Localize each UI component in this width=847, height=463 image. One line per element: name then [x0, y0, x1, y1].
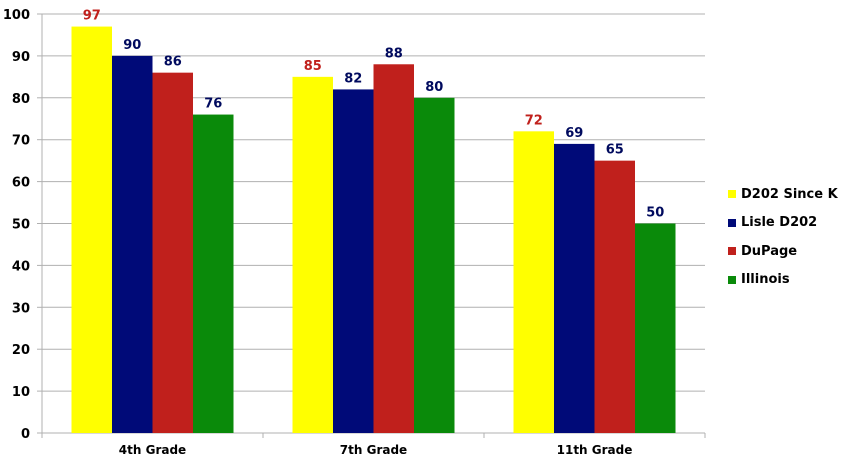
data-label: 50	[646, 206, 664, 221]
y-tick-label: 60	[12, 176, 30, 191]
legend-label: D202 Since K	[741, 186, 838, 202]
legend-label: Illinois	[741, 272, 790, 288]
data-label: 69	[565, 126, 583, 141]
data-label: 72	[525, 113, 543, 128]
bar-dupage	[373, 64, 414, 433]
bar-dupage	[594, 160, 635, 433]
bar-lisle-d202	[112, 55, 153, 434]
bar-lisle-d202	[333, 89, 374, 434]
data-label: 65	[606, 143, 624, 158]
bar-illinois	[635, 223, 676, 433]
bar-illinois	[414, 97, 455, 434]
data-label: 86	[164, 55, 182, 70]
bar-dupage	[152, 72, 193, 433]
y-tick-label: 20	[12, 343, 30, 358]
legend-swatch	[728, 218, 736, 227]
x-tick-label: 4th Grade	[119, 443, 186, 457]
bar-d202-since-k	[513, 131, 554, 433]
y-tick-label: 40	[12, 259, 30, 274]
y-tick-label: 30	[12, 301, 30, 316]
data-label: 80	[425, 80, 443, 95]
y-tick-label: 50	[12, 218, 30, 233]
bar-d202-since-k	[292, 76, 333, 433]
data-label: 90	[123, 38, 141, 53]
data-label: 82	[344, 71, 362, 86]
data-label: 88	[385, 46, 403, 61]
x-tick-label: 7th Grade	[340, 443, 407, 457]
y-tick-label: 80	[12, 92, 30, 107]
chart-legend: D202 Since K Lisle D202 DuPage Illinois	[728, 180, 838, 294]
legend-item: Lisle D202	[728, 209, 838, 238]
legend-item: DuPage	[728, 237, 838, 266]
y-tick-label: 90	[12, 50, 30, 65]
bar-d202-since-k	[71, 26, 112, 433]
legend-item: Illinois	[728, 266, 838, 295]
data-label: 97	[83, 9, 101, 24]
y-tick-label: 70	[12, 134, 30, 149]
legend-label: Lisle D202	[741, 215, 818, 231]
legend-item: D202 Since K	[728, 180, 838, 209]
legend-label: DuPage	[741, 243, 798, 259]
legend-swatch	[728, 275, 736, 284]
y-tick-label: 100	[3, 8, 30, 23]
data-label: 76	[204, 97, 222, 112]
x-tick-label: 11th Grade	[557, 443, 633, 457]
legend-swatch	[728, 247, 736, 256]
bar-lisle-d202	[554, 143, 595, 433]
data-label: 85	[304, 59, 322, 74]
legend-swatch	[728, 190, 736, 199]
y-tick-label: 0	[21, 427, 30, 442]
bar-illinois	[193, 114, 234, 433]
y-tick-label: 10	[12, 385, 30, 400]
